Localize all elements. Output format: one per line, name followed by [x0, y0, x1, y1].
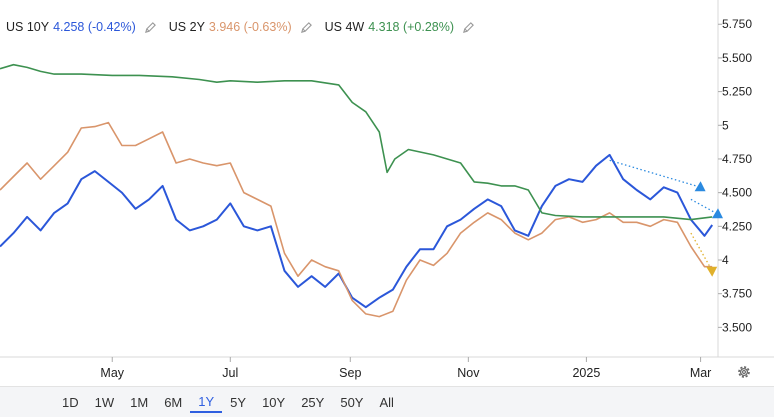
series-line-us4w — [0, 63, 713, 221]
range-button-all[interactable]: All — [371, 391, 401, 413]
series-line-us2y — [0, 121, 713, 318]
legend-name: US 10Y — [6, 20, 50, 34]
legend-item-us10y[interactable]: US 10Y 4.258 (-0.42%) — [6, 20, 157, 34]
x-tick-label: Nov — [457, 366, 480, 380]
legend-value: 4.258 (-0.42%) — [53, 20, 136, 34]
y-axis: 5.750 5.500 5.250 5 4.750 4.500 4.250 4 3.750 3.5… — [718, 17, 752, 334]
y-tick-label: 5.250 — [722, 85, 752, 99]
x-axis: May Jul Sep Nov 2025 Mar — [100, 357, 711, 380]
annotation-arrow-line — [609, 159, 701, 188]
y-tick-label: 4 — [722, 253, 729, 267]
range-button-1m[interactable]: 1M — [122, 391, 156, 413]
range-button-50y[interactable]: 50Y — [332, 391, 371, 413]
pencil-icon[interactable] — [144, 21, 157, 34]
legend-name: US 2Y — [168, 20, 205, 34]
y-tick-label: 5.750 — [722, 17, 752, 31]
legend-value: 3.946 (-0.63%) — [208, 20, 292, 34]
chart-annotations — [609, 159, 723, 277]
range-button-6m[interactable]: 6M — [156, 391, 190, 413]
range-button-1d[interactable]: 1D — [54, 391, 87, 413]
range-selector: 1D 1W 1M 6M 1Y 5Y 10Y 25Y 50Y All — [0, 386, 774, 417]
range-button-1y[interactable]: 1Y — [190, 391, 223, 413]
y-tick-label: 3.750 — [722, 287, 752, 301]
chart-series — [0, 63, 714, 318]
range-button-10y[interactable]: 10Y — [254, 391, 293, 413]
legend: US 10Y 4.258 (-0.42%) US 2Y 3.946 (-0.63… — [6, 20, 475, 34]
y-tick-label: 3.500 — [722, 320, 752, 334]
gear-icon[interactable] — [736, 364, 752, 380]
annotation-arrow-line — [690, 232, 713, 272]
y-tick-label: 4.500 — [722, 186, 752, 200]
legend-item-us2y[interactable]: US 2Y 3.946 (-0.63%) — [169, 20, 313, 34]
chart[interactable]: 5.750 5.500 5.250 5 4.750 4.500 4.250 4 3.750 3.5… — [0, 0, 774, 386]
range-button-1w[interactable]: 1W — [87, 391, 123, 413]
pencil-icon[interactable] — [462, 21, 475, 34]
y-tick-label: 4.250 — [722, 219, 752, 233]
y-tick-label: 5.500 — [722, 51, 752, 65]
legend-item-us4w[interactable]: US 4W 4.318 (+0.28%) — [325, 20, 475, 34]
pencil-icon[interactable] — [300, 21, 313, 34]
y-tick-label: 5 — [722, 118, 729, 132]
legend-name: US 4W — [324, 20, 365, 34]
annotation-arrow-line — [690, 198, 719, 215]
x-tick-label: Mar — [690, 366, 712, 380]
y-tick-label: 4.750 — [722, 152, 752, 166]
x-tick-label: May — [100, 366, 124, 380]
range-button-5y[interactable]: 5Y — [222, 391, 254, 413]
annotation-arrow-head — [694, 181, 706, 192]
x-tick-label: 2025 — [572, 366, 600, 380]
series-line-us10y — [0, 153, 714, 309]
x-tick-label: Jul — [222, 366, 238, 380]
chart-gridlines — [0, 0, 774, 358]
legend-value: 4.318 (+0.28%) — [368, 20, 455, 34]
range-button-25y[interactable]: 25Y — [293, 391, 332, 413]
x-tick-label: Sep — [339, 366, 361, 380]
annotation-arrow-head — [712, 208, 723, 219]
annotation-arrow-head — [706, 266, 718, 277]
